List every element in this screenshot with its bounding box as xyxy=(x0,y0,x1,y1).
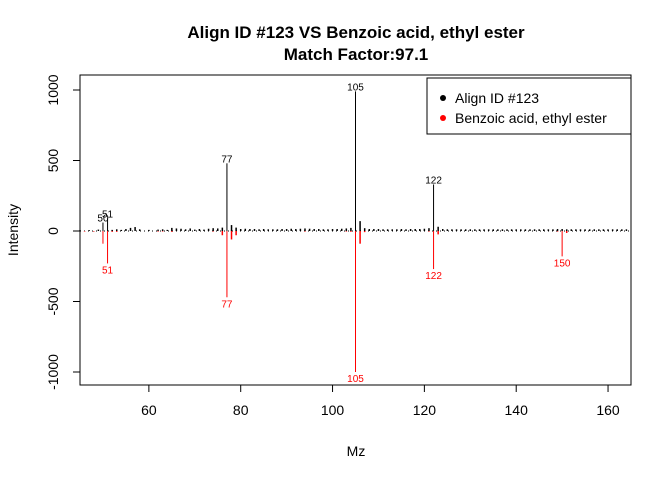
chart-title-line2: Match Factor:97.1 xyxy=(284,45,429,64)
legend-label-benzoic-acid: Benzoic acid, ethyl ester xyxy=(455,110,607,126)
x-tick-label: 60 xyxy=(141,402,157,418)
legend-marker-benzoic-acid xyxy=(440,115,446,121)
x-tick-label: 160 xyxy=(596,402,620,418)
benzoic-acid-peak-label: 51 xyxy=(102,265,114,276)
y-tick-label: -1000 xyxy=(45,354,61,390)
align-id-peak-label: 122 xyxy=(425,175,442,186)
x-axis: 60 80 100 120 140 160 xyxy=(141,384,620,418)
align-id-peak-label: 50 xyxy=(97,214,109,225)
legend: Align ID #123 Benzoic acid, ethyl ester xyxy=(426,77,632,135)
x-tick-label: 100 xyxy=(321,402,345,418)
x-axis-title: Mz xyxy=(347,443,366,459)
y-axis-title: Intensity xyxy=(5,204,21,256)
legend-marker-align-id xyxy=(440,95,446,101)
benzoic-acid-peak-label: 77 xyxy=(221,299,233,310)
legend-box xyxy=(426,77,632,135)
align-id-peak-label: 105 xyxy=(347,82,364,93)
y-tick-label: 1000 xyxy=(45,74,61,105)
benzoic-acid-peak-label: 122 xyxy=(425,271,442,282)
x-tick-label: 120 xyxy=(413,402,437,418)
benzoic-acid-peak-label: 150 xyxy=(554,258,571,269)
peaks-layer xyxy=(79,91,628,372)
x-tick-label: 140 xyxy=(505,402,529,418)
align-id-peak-label: 77 xyxy=(221,154,233,165)
y-tick-label: 0 xyxy=(45,227,61,235)
y-tick-label: 500 xyxy=(45,149,61,173)
y-axis: -1000 -500 0 500 1000 xyxy=(45,74,81,390)
y-tick-label: -500 xyxy=(45,287,61,315)
x-tick-label: 80 xyxy=(233,402,249,418)
align-id-peak-label: 51 xyxy=(102,209,114,220)
benzoic-acid-peak-label: 105 xyxy=(347,374,364,385)
legend-label-align-id: Align ID #123 xyxy=(455,90,539,106)
chart-title-line1: Align ID #123 VS Benzoic acid, ethyl est… xyxy=(187,23,525,42)
